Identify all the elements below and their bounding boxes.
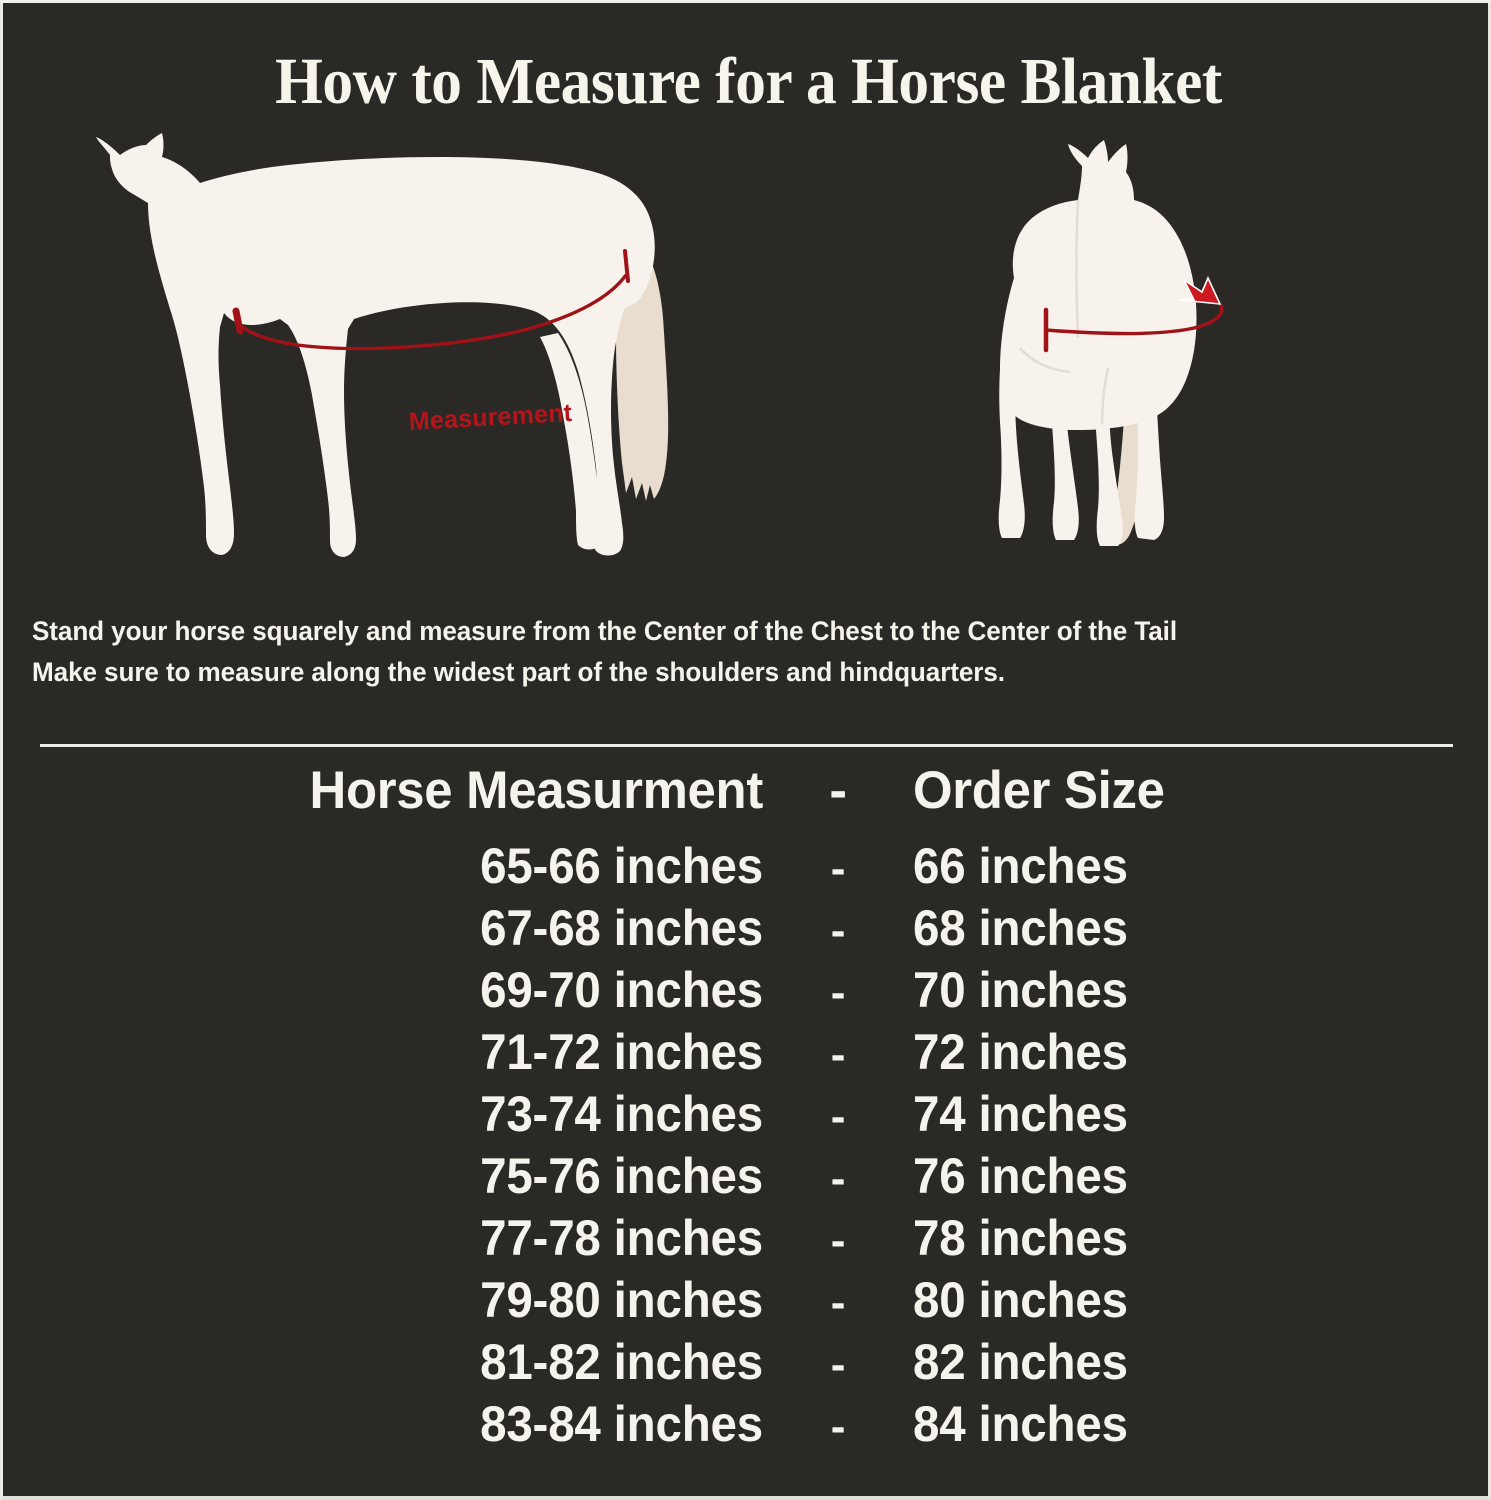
cell-order-size: 76 inches (913, 1148, 1128, 1204)
horse-body-shape (96, 133, 655, 557)
header-separator: - (829, 761, 847, 820)
horse-rear-view-illustration (958, 138, 1278, 583)
rear-horse-body-shape (1000, 140, 1197, 430)
table-row: 81-82 inches - 82 inches (3, 1333, 1488, 1395)
rear-horse-contour-3 (1019, 347, 1071, 374)
cell-separator: - (830, 844, 846, 893)
table-row: 73-74 inches - 74 inches (3, 1085, 1488, 1147)
cell-measurement: 75-76 inches (480, 1148, 763, 1204)
illustration-area: Measurement (3, 133, 1488, 593)
cell-measurement: 67-68 inches (480, 900, 763, 956)
table-row: 77-78 inches - 78 inches (3, 1209, 1488, 1271)
cell-measurement: 83-84 inches (480, 1396, 763, 1452)
measurement-end-tick (623, 249, 630, 283)
rear-horse-contour-2 (1100, 367, 1110, 425)
cell-order-size: 82 inches (913, 1334, 1128, 1390)
page-title: How to Measure for a Horse Blanket (275, 45, 1222, 118)
cell-order-size: 66 inches (913, 838, 1128, 894)
table-row: 75-76 inches - 76 inches (3, 1147, 1488, 1209)
rear-measurement-arrowhead (1179, 276, 1222, 305)
cell-order-size: 68 inches (913, 900, 1128, 956)
cell-separator: - (830, 1340, 846, 1389)
cell-order-size: 70 inches (913, 962, 1128, 1018)
cell-order-size: 72 inches (913, 1024, 1128, 1080)
cell-separator: - (830, 1092, 846, 1141)
table-header-row: Horse Measurment - Order Size (3, 760, 1488, 837)
cell-separator: - (830, 1402, 846, 1451)
cell-order-size: 78 inches (913, 1210, 1128, 1266)
cell-separator: - (830, 906, 846, 955)
cell-measurement: 71-72 inches (480, 1024, 763, 1080)
rear-horse-contour-1 (1075, 199, 1080, 339)
cell-separator: - (830, 1154, 846, 1203)
size-chart-table: Horse Measurment - Order Size 65-66 inch… (3, 760, 1488, 1457)
measurement-curve (236, 273, 628, 351)
cell-measurement: 73-74 inches (480, 1086, 763, 1142)
rear-measurement-line (1045, 302, 1224, 336)
cell-measurement: 79-80 inches (480, 1272, 763, 1328)
table-row: 79-80 inches - 80 inches (3, 1271, 1488, 1333)
measurement-start-tick (232, 307, 244, 335)
instructions-text: Stand your horse squarely and measure fr… (32, 611, 1441, 693)
horse-far-hind-leg (540, 333, 602, 550)
header-measurement: Horse Measurment (309, 761, 764, 820)
cell-order-size: 74 inches (913, 1086, 1128, 1142)
cell-separator: - (830, 1030, 846, 1079)
cell-order-size: 84 inches (913, 1396, 1128, 1452)
horse-rear-view-icon (998, 140, 1224, 546)
cell-separator: - (830, 968, 846, 1017)
table-row: 69-70 inches - 70 inches (3, 961, 1488, 1023)
table-row: 67-68 inches - 68 inches (3, 899, 1488, 961)
cell-measurement: 77-78 inches (480, 1210, 763, 1266)
horse-side-view-illustration: Measurement (58, 133, 718, 583)
instructions-line-1: Stand your horse squarely and measure fr… (32, 616, 1177, 646)
section-divider (40, 744, 1453, 747)
cell-separator: - (830, 1216, 846, 1265)
cell-measurement: 69-70 inches (480, 962, 763, 1018)
table-row: 83-84 inches - 84 inches (3, 1395, 1488, 1457)
header-order-size: Order Size (913, 761, 1165, 820)
cell-measurement: 65-66 inches (480, 838, 763, 894)
cell-measurement: 81-82 inches (480, 1334, 763, 1390)
cell-separator: - (830, 1278, 846, 1327)
instructions-line-2: Make sure to measure along the widest pa… (32, 657, 1005, 687)
horse-side-view-icon (96, 133, 669, 557)
cell-order-size: 80 inches (913, 1272, 1128, 1328)
table-row: 71-72 inches - 72 inches (3, 1023, 1488, 1085)
table-row: 65-66 inches - 66 inches (3, 837, 1488, 899)
